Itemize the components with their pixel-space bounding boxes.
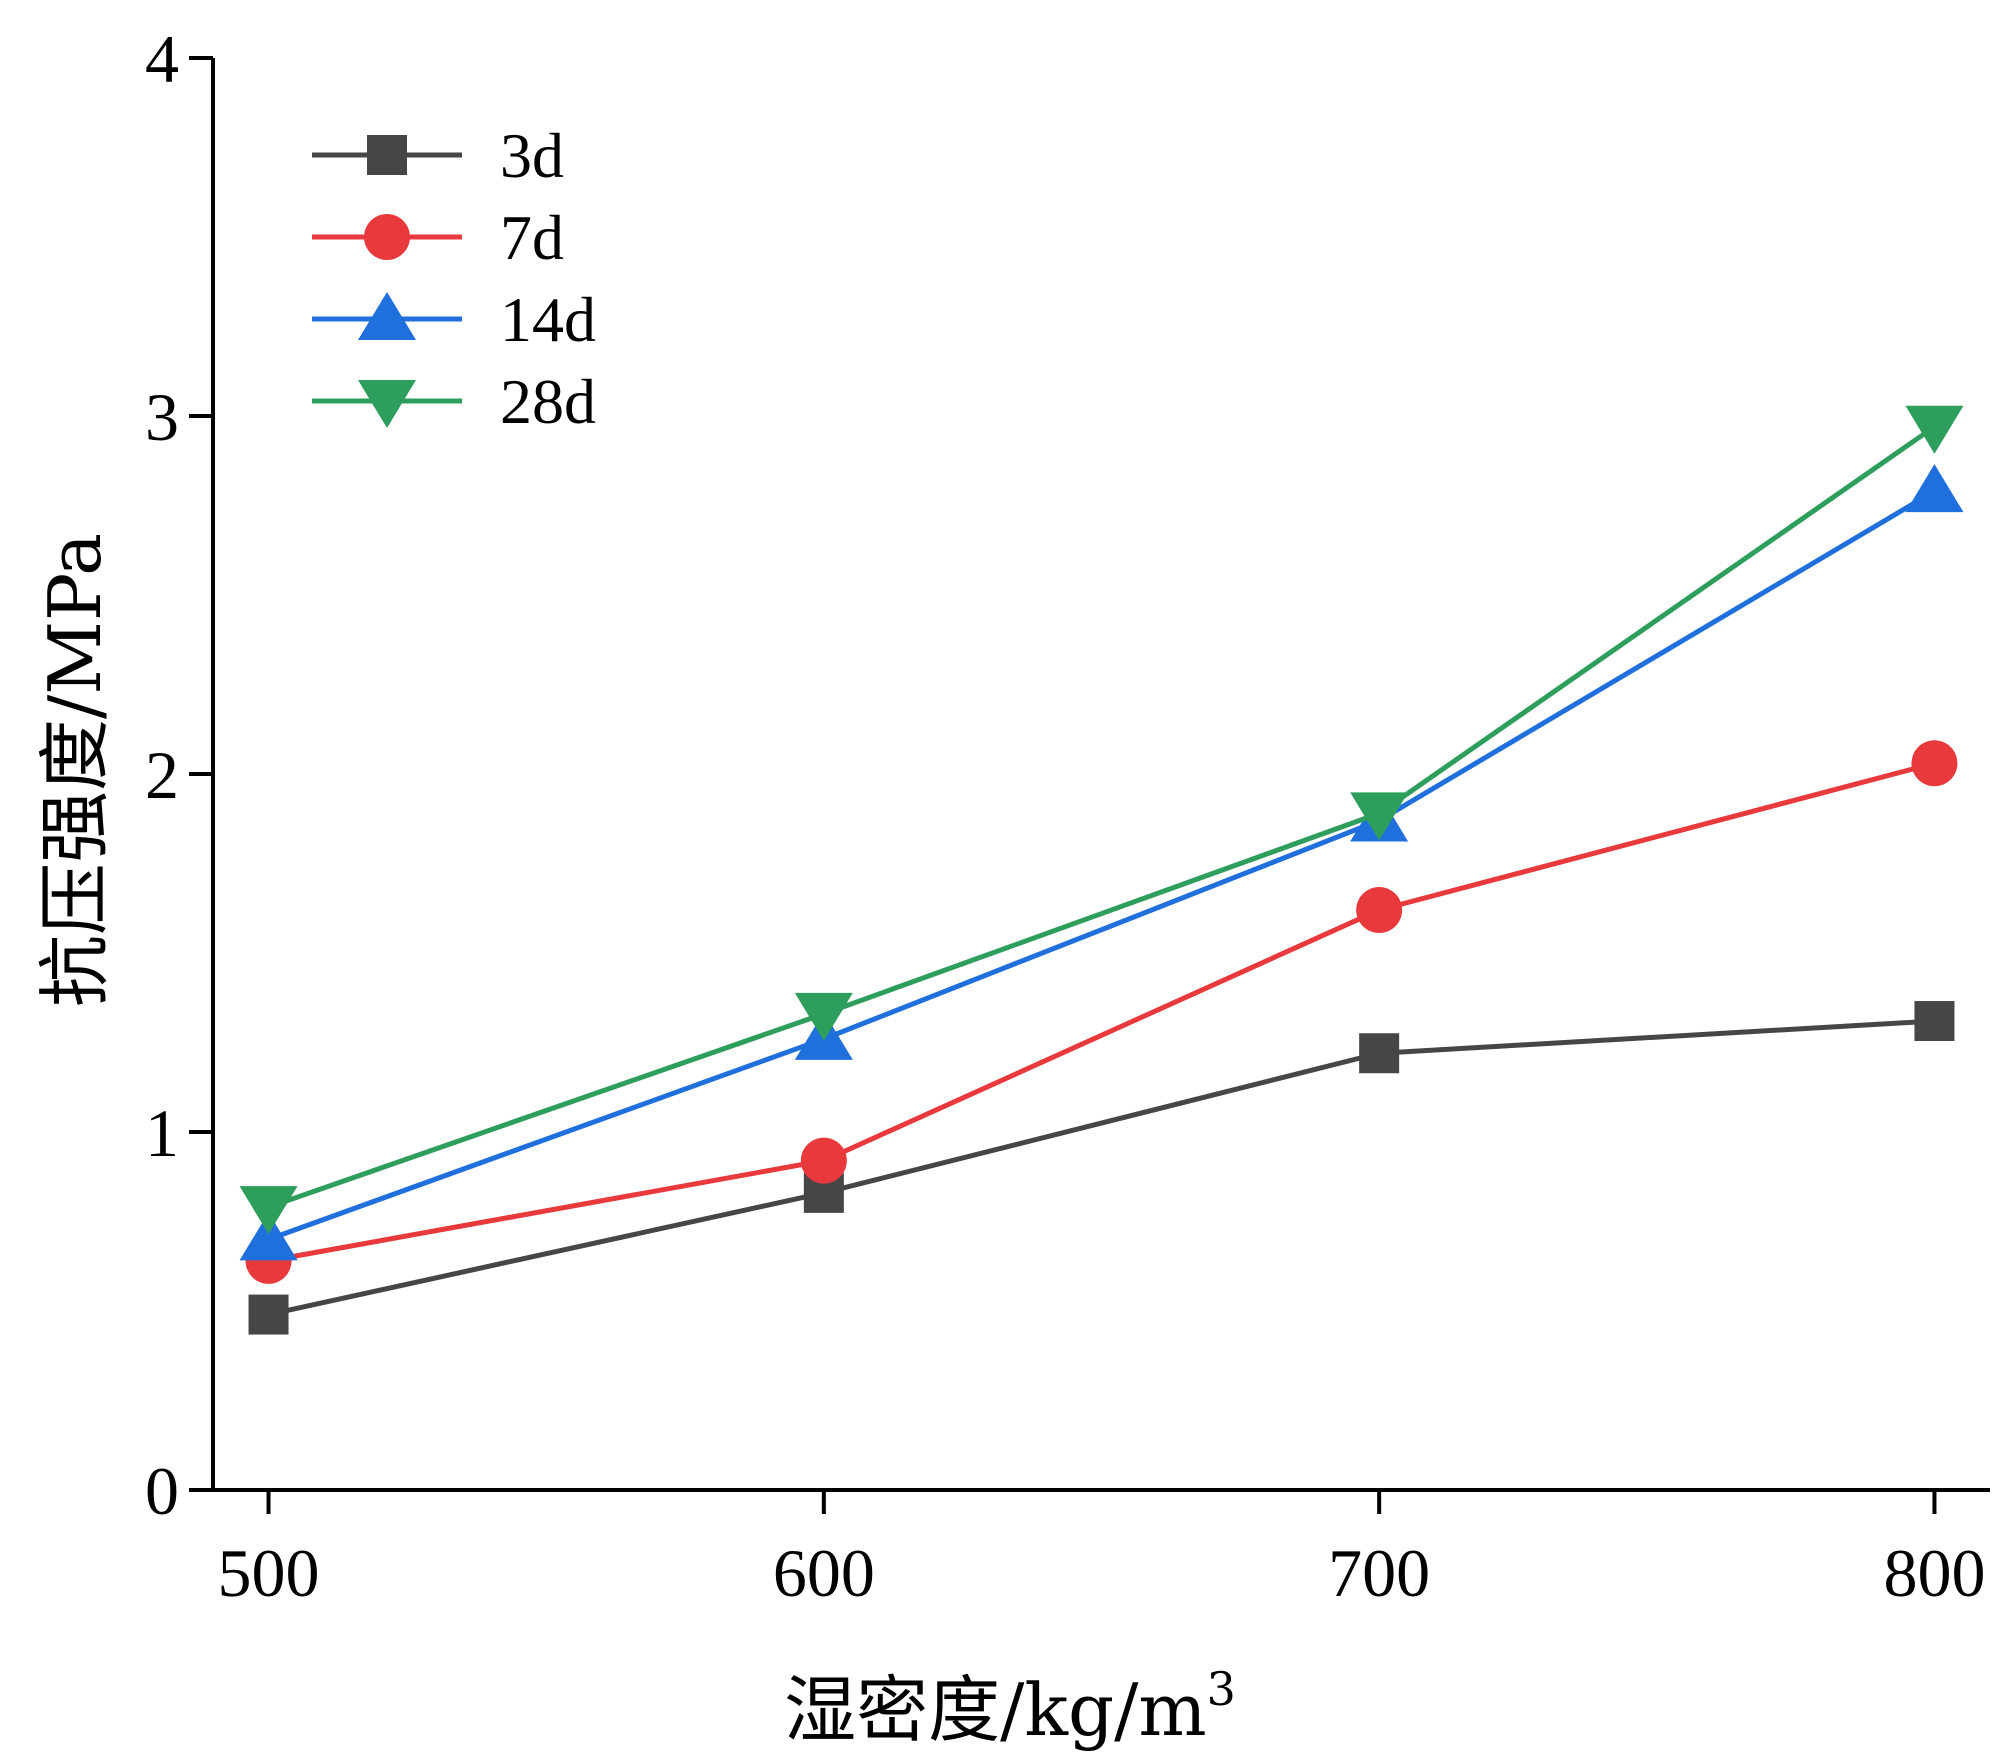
point-3d-700 [1359,1033,1400,1074]
y-tick-label-4: 4 [145,21,179,97]
series-line-3d [267,1018,1935,1318]
y-tick-label-2: 2 [145,737,179,813]
point-14d-800 [1905,464,1964,513]
series-line-14d [267,489,1936,1242]
x-tick-label-500: 500 [218,1535,320,1611]
y-tick-label-0: 0 [145,1453,179,1529]
point-7d-800 [1911,740,1958,787]
x-axis-title-superscript: 3 [1207,1662,1236,1716]
axes: 0 1 2 3 4 500 600 700 800 [145,21,1990,1611]
point-28d-500 [239,1186,298,1235]
y-axis-title: 抗压强度/MPa [33,533,117,1007]
series-layer [239,405,1964,1335]
series-3d [248,1001,1955,1335]
legend-label-14d: 14d [500,284,596,355]
y-tick-label-3: 3 [145,379,179,455]
point-7d-600 [800,1137,847,1184]
legend-marker-3d [367,135,407,175]
series-line-7d [268,760,1936,1264]
series-28d [239,405,1964,1235]
legend-item-14d: 14d [312,284,596,355]
point-28d-600 [794,992,853,1041]
point-7d-700 [1356,887,1403,934]
x-tick-label-600: 600 [773,1535,875,1611]
legend: 3d 7d 14d 28d [312,120,596,437]
legend-label-7d: 7d [500,202,564,273]
point-28d-800 [1905,405,1964,454]
point-3d-500 [248,1294,289,1335]
legend-label-28d: 28d [500,366,596,437]
x-axis-title-text: 湿密度/kg/m [784,1668,1207,1752]
y-tick-label-1: 1 [145,1095,179,1171]
series-7d [245,740,1958,1284]
legend-marker-28d [358,380,416,428]
legend-item-7d: 7d [312,202,564,273]
legend-marker-14d [358,292,416,340]
legend-item-3d: 3d [312,120,564,191]
legend-label-3d: 3d [500,120,564,191]
x-axis-title: 湿密度/kg/m3 [784,1662,1236,1752]
series-line-28d [267,424,1936,1210]
legend-item-28d: 28d [312,366,596,437]
x-tick-label-800: 800 [1883,1535,1985,1611]
point-28d-700 [1350,792,1409,841]
legend-marker-7d [364,214,410,260]
x-tick-label-700: 700 [1328,1535,1430,1611]
point-3d-800 [1914,1001,1955,1042]
point-14d-500 [239,1212,298,1261]
